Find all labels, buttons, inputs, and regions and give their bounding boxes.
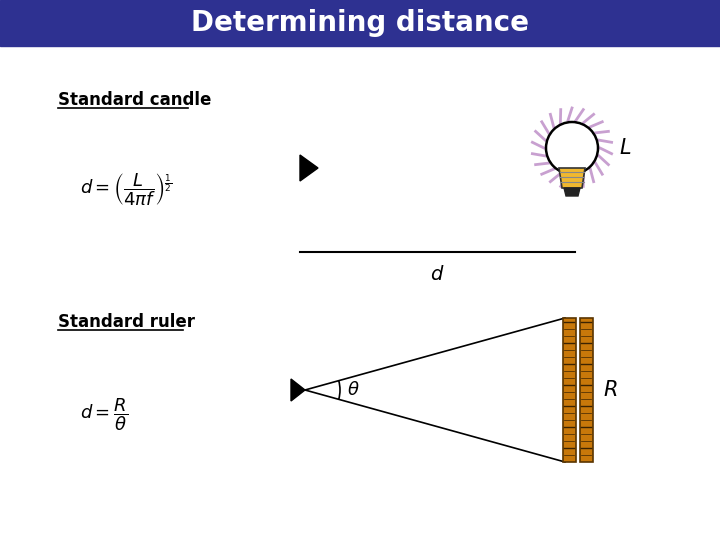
Circle shape [546,122,598,174]
Text: Determining distance: Determining distance [191,9,529,37]
Text: $d = \left(\dfrac{L}{4\pi f}\right)^{\frac{1}{2}}$: $d = \left(\dfrac{L}{4\pi f}\right)^{\fr… [80,172,172,208]
Polygon shape [559,168,585,188]
Polygon shape [291,379,305,401]
Text: $d$: $d$ [430,265,444,284]
Text: Standard ruler: Standard ruler [58,313,195,331]
FancyBboxPatch shape [0,0,720,46]
FancyBboxPatch shape [563,318,576,462]
Text: Standard candle: Standard candle [58,91,212,109]
Polygon shape [564,188,580,196]
Text: $\theta$: $\theta$ [347,381,360,399]
FancyBboxPatch shape [580,318,593,462]
Polygon shape [300,155,318,181]
Text: $L$: $L$ [619,138,631,158]
Text: $d = \dfrac{R}{\theta}$: $d = \dfrac{R}{\theta}$ [80,397,128,433]
Text: $R$: $R$ [603,380,618,400]
